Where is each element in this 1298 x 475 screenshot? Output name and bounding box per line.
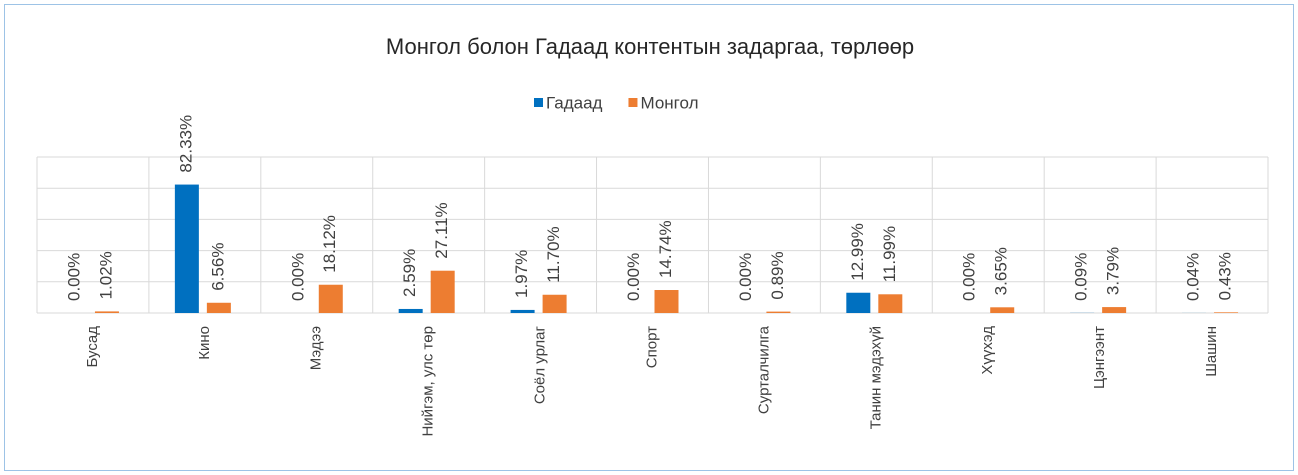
x-tick-label: Нийгэм, улс төр [420, 326, 437, 437]
data-label: 0.43% [1216, 252, 1235, 300]
data-label: 1.97% [512, 250, 531, 298]
bar [206, 302, 231, 313]
bar [174, 184, 199, 313]
x-tick-label: Бусад [84, 326, 101, 368]
bar [846, 292, 871, 313]
bar [510, 309, 535, 313]
x-tick-label: Кино [196, 326, 213, 360]
data-label: 12.99% [848, 223, 867, 281]
legend-label: Гадаад [546, 93, 603, 112]
bar [430, 270, 455, 313]
data-label: 0.04% [1184, 253, 1203, 301]
data-label: 0.00% [288, 253, 307, 301]
chart-frame [4, 4, 1294, 471]
data-label: 3.79% [1104, 247, 1123, 295]
data-label: 0.00% [736, 253, 755, 301]
bar [878, 294, 903, 313]
bar [542, 294, 567, 313]
bar [1214, 312, 1239, 313]
data-label: 11.99% [880, 226, 899, 282]
data-label: 0.89% [768, 251, 787, 299]
data-label: 27.11% [432, 202, 451, 258]
data-label: 3.65% [992, 247, 1011, 295]
data-label: 0.00% [624, 253, 643, 301]
x-tick-label: Шашин [1203, 326, 1220, 377]
bar [398, 308, 423, 313]
bar [1102, 307, 1127, 313]
bar [990, 307, 1015, 313]
data-label: 6.56% [208, 243, 227, 291]
data-label: 11.70% [544, 226, 563, 282]
x-tick-label: Соёл урлаг [532, 325, 549, 404]
x-tick-label: Хүүхэд [979, 326, 996, 375]
x-tick-label: Мэдээ [308, 326, 325, 371]
data-label: 18.12% [320, 215, 339, 273]
data-label: 0.00% [960, 253, 979, 301]
data-label: 82.33% [176, 115, 195, 173]
legend-label: Монгол [640, 93, 698, 112]
data-label: 14.74% [656, 220, 675, 278]
bar [94, 311, 119, 313]
data-label: 1.02% [96, 251, 115, 299]
bar [654, 290, 679, 313]
data-label: 2.59% [400, 249, 419, 297]
data-label: 0.09% [1072, 253, 1091, 301]
legend-swatch [534, 98, 543, 107]
x-tick-label: Танин мэдэхүй [867, 326, 884, 429]
chart-title: Монгол болон Гадаад контентын задаргаа, … [386, 34, 914, 59]
bar [318, 284, 343, 313]
bar [766, 311, 791, 313]
x-tick-label: Цэнгээнт [1091, 326, 1108, 389]
x-tick-label: Сурталчилга [755, 325, 772, 414]
legend-swatch [628, 98, 638, 107]
data-label: 0.00% [64, 253, 83, 301]
x-tick-label: Спорт [643, 326, 660, 368]
